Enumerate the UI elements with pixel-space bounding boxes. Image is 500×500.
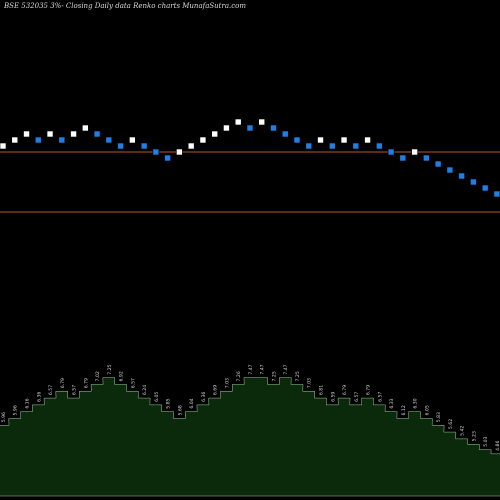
renko-brick-down [305,142,313,150]
volume-label: 5.68 [177,405,183,415]
volume-label: 7.25 [271,371,277,381]
renko-brick-up [411,148,418,156]
renko-brick-up [187,142,195,150]
renko-brick-down [164,154,171,162]
chart-title: BSE 532035 3%- Closing Daily data Renko … [4,2,247,10]
volume-label: 5.96 [1,412,7,422]
volume-label: 7.03 [307,378,313,388]
volume-label: 5.62 [448,419,454,429]
volume-label: 6.92 [119,371,125,381]
renko-brick-down [281,130,289,138]
renko-brick-up [223,124,230,132]
volume-label: 6.05 [154,392,160,402]
renko-brick-down [352,142,360,150]
volume-label: 5.42 [460,426,466,436]
volume-label: 6.36 [36,392,42,402]
renko-brick-up [46,130,54,138]
volume-label: 6.24 [142,385,148,395]
renko-bricks [0,118,500,198]
volume-label: 6.57 [72,385,78,395]
volume-label: 5.03 [483,436,489,446]
volume-label: 7.02 [95,371,101,381]
volume-label: 6.81 [319,385,325,395]
renko-brick-down [246,124,254,132]
volume-label: 7.25 [107,364,113,374]
volume-label: 6.12 [401,405,407,415]
renko-brick-up [11,136,19,144]
renko-brick-up [176,148,183,156]
volume-label: 6.79 [366,385,372,395]
volume-label: 6.04 [189,398,195,408]
renko-brick-up [70,130,77,138]
volume-label: 6.57 [48,385,54,395]
renko-brick-down [481,184,489,192]
volume-label: 6.36 [201,392,207,402]
renko-brick-down [293,136,301,144]
volume-label: 6.57 [377,392,383,402]
volume-label: 5.83 [436,412,442,422]
renko-brick-up [23,130,30,138]
volume-label: 6.69 [213,385,219,395]
renko-brick-up [234,118,242,126]
volume-label: 5.23 [471,431,477,441]
volume-label: 6.57 [130,378,136,388]
volume-label: 6.79 [60,378,66,388]
volume-label: 6.33 [389,398,395,408]
volume-label: 6.79 [83,378,89,388]
volume-label: 7.47 [260,364,266,374]
renko-brick-up [364,136,371,144]
renko-brick-down [376,142,383,150]
renko-brick-down [328,142,336,150]
volume-area-group [0,377,500,497]
volume-label: 7.25 [295,371,301,381]
renko-brick-up [199,136,207,144]
renko-brick-down [470,178,477,186]
renko-brick-down [34,136,42,144]
volume-label: 6.30 [413,398,419,408]
volume-label: 5.85 [166,398,172,408]
renko-brick-up [129,136,136,144]
volume-label: 6.79 [342,385,348,395]
volume-label: 7.47 [283,364,289,374]
renko-brick-up [0,142,7,150]
volume-area [0,377,500,497]
renko-brick-up [258,118,266,126]
volume-label: 6.57 [354,392,360,402]
renko-brick-down [493,190,500,198]
volume-label: 6.59 [330,392,336,402]
renko-brick-down [105,136,113,144]
renko-brick-down [117,142,124,150]
renko-brick-down [140,142,148,150]
renko-brick-down [434,160,442,168]
renko-brick-down [93,130,101,138]
volume-label: 7.26 [236,371,242,381]
renko-brick-down [446,166,454,174]
renko-brick-up [82,124,89,132]
renko-brick-down [58,136,66,144]
volume-labels: 5.96 5.96 6.16 6.36 6.57 6.79 6.57 6.79 7.02 7.25… [1,364,500,451]
volume-label: 7.03 [224,378,230,388]
renko-brick-down [399,154,407,162]
renko-brick-down [458,172,465,180]
volume-label: 6.05 [424,405,430,415]
renko-brick-down [387,148,395,156]
renko-brick-up [317,136,324,144]
renko-brick-down [152,148,160,156]
volume-label: 4.86 [495,441,500,451]
volume-label: 6.16 [25,398,31,408]
renko-brick-down [423,154,430,162]
volume-label: 7.47 [248,364,254,374]
renko-brick-up [340,136,348,144]
volume-label: 5.96 [13,405,19,415]
renko-brick-down [270,124,277,132]
renko-brick-up [211,130,218,138]
